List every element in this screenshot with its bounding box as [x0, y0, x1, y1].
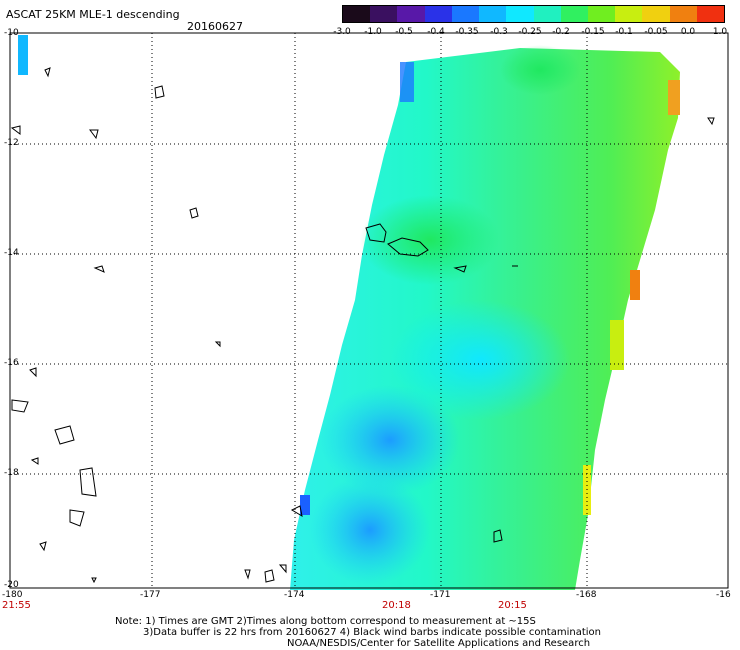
longitude-label: -177: [140, 590, 161, 600]
colorbar-label: -0.1: [615, 27, 633, 37]
latitude-label: -18: [4, 468, 19, 478]
colorbar-swatch: [615, 6, 643, 22]
map-title: ASCAT 25KM MLE-1 descending: [6, 8, 180, 21]
colorbar-label: -0.2: [552, 27, 570, 37]
note-line-3: NOAA/NESDIS/Center for Satellite Applica…: [287, 638, 591, 649]
colorbar-label: -0.05: [644, 27, 668, 37]
colorbar-swatch: [669, 6, 697, 22]
colorbar-swatch: [451, 6, 480, 22]
latitude-label: -12: [4, 138, 19, 148]
colorbar-swatch: [370, 6, 398, 22]
plot-frame: [9, 32, 729, 589]
time-label-middle: 20:18: [382, 600, 411, 611]
colorbar-swatch: [560, 6, 588, 22]
colorbar-label: -0.25: [518, 27, 542, 37]
colorbar-label: -0.3: [490, 27, 508, 37]
colorbar-swatch: [587, 6, 616, 22]
longitude-label: -171: [430, 590, 451, 600]
colorbar-swatch: [479, 6, 507, 22]
longitude-label: -16: [716, 590, 731, 600]
swath: [18, 35, 680, 590]
latitude-label: -10: [4, 28, 19, 38]
colorbar-label: 1.0: [712, 27, 728, 37]
note-line-1: Note: 1) Times are GMT 2)Times along bot…: [115, 616, 536, 627]
longitude-label: -180: [2, 590, 23, 600]
colorbar-label: -0.5: [395, 27, 413, 37]
colorbar-label: -3.0: [333, 27, 351, 37]
colorbar-swatch: [506, 6, 534, 22]
latitude-label: -16: [4, 358, 19, 368]
colorbar-swatch: [397, 6, 425, 22]
colorbar-label: 0.0: [680, 27, 696, 37]
notes: Note: 1) Times are GMT 2)Times along bot…: [115, 616, 601, 649]
note-line-2: 3)Data buffer is 22 hrs from 20160627 4)…: [143, 627, 601, 638]
latitude-label: -20: [4, 580, 19, 590]
colorbar-label: -0.4: [427, 27, 445, 37]
colorbar-label: -1.0: [364, 27, 382, 37]
time-label-left: 21:55: [2, 600, 31, 611]
colorbar-label: -0.35: [455, 27, 479, 37]
longitude-label: -168: [576, 590, 597, 600]
longitude-label: -174: [284, 590, 305, 600]
colorbar-swatch: [424, 6, 452, 22]
time-label-right: 20:15: [498, 600, 527, 611]
colorbar-swatch: [642, 6, 670, 22]
colorbar-label: -0.15: [581, 27, 605, 37]
colorbar-swatch: [696, 6, 725, 22]
graticule: [10, 33, 728, 588]
latitude-label: -14: [4, 248, 19, 258]
coastlines: [10, 67, 715, 584]
map-date: 20160627: [187, 20, 243, 33]
colorbar: [342, 5, 725, 23]
colorbar-swatch: [533, 6, 561, 22]
colorbar-swatch: [343, 6, 371, 22]
